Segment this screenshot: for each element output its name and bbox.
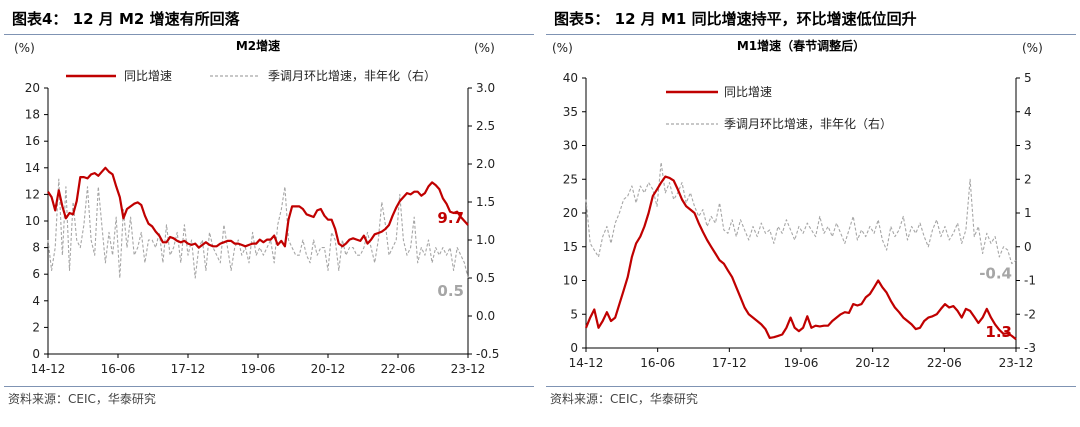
left-tick-label: 6 bbox=[32, 267, 40, 281]
series-mom-line bbox=[585, 161, 1017, 265]
right-tick-label: 3.0 bbox=[476, 81, 495, 95]
chart-title: M2增速 bbox=[236, 38, 280, 53]
right-axis-unit: (%) bbox=[474, 41, 495, 55]
x-tick-label: 22-06 bbox=[927, 356, 962, 370]
left-tick-label: 16 bbox=[25, 134, 40, 148]
left-tick-label: 40 bbox=[563, 71, 578, 85]
right-tick-label: 1.5 bbox=[476, 195, 495, 209]
right-tick-label: 1.0 bbox=[476, 233, 495, 247]
right-tick-label: 4 bbox=[1024, 105, 1032, 119]
legend-label: 季调月环比增速，非年化（右） bbox=[724, 116, 892, 131]
left-tick-label: 20 bbox=[25, 81, 40, 95]
yoy-end-label: 9.7 bbox=[437, 209, 464, 227]
panel-m1: 图表5： 12 月 M1 同比增速持平，环比增速低位回升 M1增速（春节调整后）… bbox=[546, 0, 1076, 427]
right-tick-label: -0.5 bbox=[476, 347, 499, 361]
panel-m2: 图表4： 12 月 M2 增速有所回落 M2增速 (%) (%) 0 2 4 6 8 10 12 1… bbox=[4, 0, 534, 427]
right-tick-label: 3 bbox=[1024, 139, 1032, 153]
legend-label: 同比增速 bbox=[124, 69, 172, 83]
left-tick-label: 20 bbox=[563, 206, 578, 220]
left-tick-label: 14 bbox=[25, 161, 40, 175]
left-tick-label: 30 bbox=[563, 139, 578, 153]
left-tick-label: 0 bbox=[32, 347, 40, 361]
x-tick-label: 14-12 bbox=[569, 356, 604, 370]
left-tick-label: 10 bbox=[25, 214, 40, 228]
yoy-end-label: 1.3 bbox=[985, 323, 1012, 341]
right-tick-label: -3 bbox=[1024, 341, 1036, 355]
bottom-rule bbox=[546, 386, 1076, 387]
right-tick-label: -2 bbox=[1024, 307, 1036, 321]
left-tick-label: 2 bbox=[32, 320, 40, 334]
mom-end-label: 0.5 bbox=[437, 282, 464, 300]
bottom-rule bbox=[4, 386, 534, 387]
left-tick-label: 5 bbox=[570, 307, 578, 321]
right-tick-label: 0.5 bbox=[476, 271, 495, 285]
panel-title: 图表4： 12 月 M2 增速有所回落 bbox=[12, 10, 240, 28]
right-tick-label: 5 bbox=[1024, 71, 1032, 85]
x-tick-label: 17-12 bbox=[712, 356, 747, 370]
m1-chart: M1增速（春节调整后）(%) (%)0510152025303540-3-2-10… bbox=[552, 38, 1043, 370]
left-axis-unit: (%) bbox=[552, 41, 573, 55]
chart-title: M1增速（春节调整后） bbox=[737, 38, 865, 53]
x-tick-label: 23-12 bbox=[999, 356, 1034, 370]
left-tick-label: 25 bbox=[563, 172, 578, 186]
right-tick-label: 1 bbox=[1024, 206, 1032, 220]
m2-chart: M2增速 (%) (%) 0 2 4 6 8 10 12 14 16 18 20 -0.5 0.0 0.5 1.0… bbox=[14, 38, 499, 376]
left-axis-unit: (%) bbox=[14, 41, 35, 55]
left-tick-label: 35 bbox=[563, 105, 578, 119]
right-tick-label: 0.0 bbox=[476, 309, 495, 323]
x-tick-label: 20-12 bbox=[311, 362, 346, 376]
source-note: 资料来源：CEIC，华泰研究 bbox=[550, 392, 698, 406]
right-axis-unit: (%) bbox=[1022, 41, 1043, 55]
x-tick-label: 14-12 bbox=[31, 362, 66, 376]
x-tick-label: 22-06 bbox=[381, 362, 416, 376]
source-note: 资料来源：CEIC，华泰研究 bbox=[8, 392, 156, 406]
left-tick-label: 12 bbox=[25, 187, 40, 201]
mom-end-label: -0.4 bbox=[979, 264, 1012, 282]
left-tick-label: 18 bbox=[25, 108, 40, 122]
right-tick-label: 2 bbox=[1024, 172, 1032, 186]
legend-label: 同比增速 bbox=[724, 85, 772, 99]
right-tick-label: 2.0 bbox=[476, 157, 495, 171]
right-tick-label: 0 bbox=[1024, 240, 1032, 254]
series-yoy-line bbox=[47, 166, 469, 249]
left-tick-label: 15 bbox=[563, 240, 578, 254]
legend-label: 季调月环比增速，非年化（右） bbox=[268, 68, 436, 83]
left-tick-label: 4 bbox=[32, 294, 40, 308]
series-yoy-line bbox=[584, 175, 1017, 341]
series-mom-line bbox=[47, 178, 469, 279]
x-tick-label: 16-06 bbox=[101, 362, 136, 376]
x-tick-label: 19-06 bbox=[784, 356, 819, 370]
title-rule bbox=[4, 34, 534, 35]
left-tick-label: 8 bbox=[32, 241, 40, 255]
left-tick-label: 10 bbox=[563, 274, 578, 288]
right-tick-label: 2.5 bbox=[476, 119, 495, 133]
right-tick-label: -1 bbox=[1024, 274, 1036, 288]
title-rule bbox=[546, 34, 1076, 35]
left-tick-label: 0 bbox=[570, 341, 578, 355]
x-tick-label: 17-12 bbox=[171, 362, 206, 376]
x-tick-label: 16-06 bbox=[640, 356, 675, 370]
x-tick-label: 19-06 bbox=[241, 362, 276, 376]
x-tick-label: 23-12 bbox=[451, 362, 486, 376]
x-tick-label: 20-12 bbox=[855, 356, 890, 370]
panel-title: 图表5： 12 月 M1 同比增速持平，环比增速低位回升 bbox=[554, 10, 917, 28]
